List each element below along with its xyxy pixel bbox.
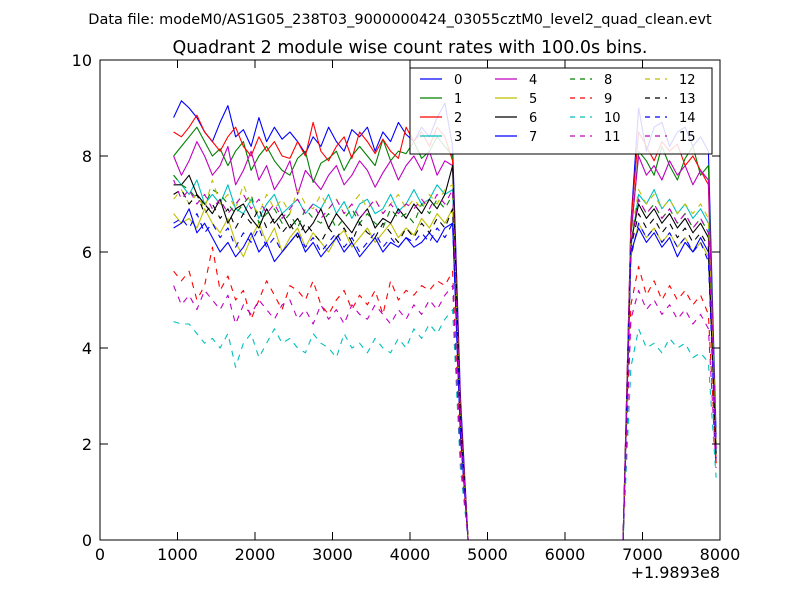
x-tick-label: 7000 (622, 545, 663, 564)
legend-label-6: 6 (529, 111, 537, 126)
legend-label-14: 14 (679, 111, 696, 126)
legend-label-7: 7 (529, 130, 537, 145)
legend-label-4: 4 (529, 73, 537, 88)
legend-label-3: 3 (454, 130, 462, 145)
series-line-14 (173, 213, 717, 541)
x-tick-label: 0 (95, 545, 105, 564)
x-tick-label: 8000 (700, 545, 741, 564)
y-tick-label: 8 (82, 147, 92, 166)
legend-label-12: 12 (679, 73, 696, 88)
y-tick-label: 2 (82, 435, 92, 454)
series-line-7 (173, 208, 717, 541)
legend-label-0: 0 (454, 73, 462, 88)
chart-title: Quadrant 2 module wise count rates with … (173, 38, 648, 58)
legend-box (409, 67, 713, 155)
y-tick-label: 10 (72, 51, 92, 70)
legend-label-8: 8 (604, 73, 612, 88)
y-tick-label: 6 (82, 243, 92, 262)
legend-label-15: 15 (679, 130, 696, 145)
legend-label-5: 5 (529, 92, 537, 107)
legend-label-1: 1 (454, 92, 462, 107)
series-line-15 (173, 179, 717, 541)
legend-label-11: 11 (604, 130, 621, 145)
x-offset-label: +1.9893e8 (631, 563, 720, 582)
y-tick-label: 4 (82, 339, 92, 358)
legend-label-10: 10 (604, 111, 621, 126)
x-tick-label: 3000 (312, 545, 353, 564)
x-tick-label: 6000 (545, 545, 586, 564)
figure-supertitle: Data file: modeM0/AS1G05_238T03_90000004… (88, 12, 712, 28)
plot-frame (99, 59, 721, 541)
legend-label-9: 9 (604, 92, 612, 107)
x-tick-label: 4000 (390, 545, 431, 564)
series-line-11 (173, 285, 717, 541)
x-tick-label: 1000 (157, 545, 198, 564)
legend-label-2: 2 (454, 111, 462, 126)
x-tick-label: 2000 (235, 545, 276, 564)
y-tick-label: 0 (82, 531, 92, 550)
x-tick-label: 5000 (467, 545, 508, 564)
legend-label-13: 13 (679, 92, 696, 107)
series-line-10 (173, 309, 717, 541)
